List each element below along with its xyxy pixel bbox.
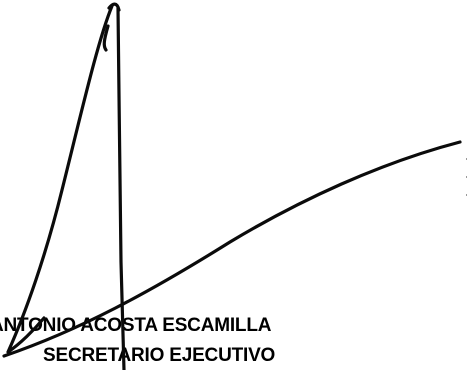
signature-stroke-left-edge [102, 24, 110, 52]
signature-stroke-loop [6, 4, 114, 354]
signer-name: ANTONIO ACOSTA ESCAMILLA [0, 315, 272, 336]
signature-stroke-peak [107, 2, 121, 12]
scan-speck [466, 194, 467, 196]
scan-speck [466, 158, 467, 160]
scan-speck [466, 176, 467, 178]
signer-title: SECRETARIO EJECUTIVO [43, 345, 276, 366]
